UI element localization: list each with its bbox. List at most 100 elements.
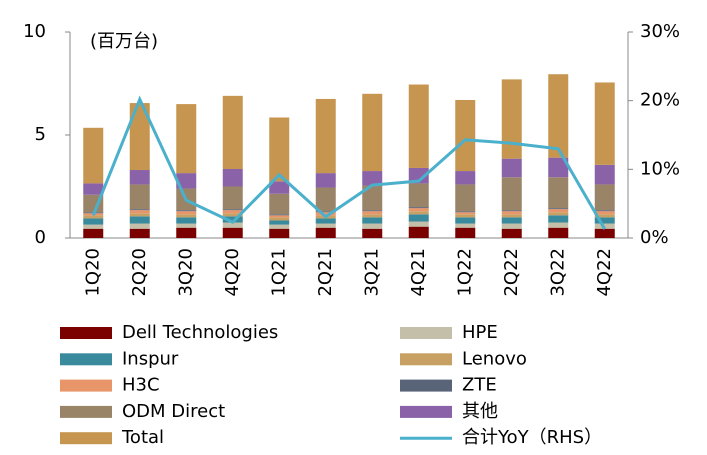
bar-segment: [176, 217, 197, 224]
bar-segment: [548, 222, 569, 228]
bar-segment: [501, 177, 522, 211]
bar-segment: [594, 217, 615, 224]
bar-segment: [362, 171, 383, 186]
y2-tick-label: 10%: [640, 158, 680, 179]
bar-segment: [83, 218, 104, 225]
bar-segment: [362, 214, 383, 218]
bar-segment: [222, 210, 243, 214]
bar-segment: [594, 164, 615, 185]
legend-swatch: [400, 405, 452, 418]
bar-segment: [501, 217, 522, 224]
legend-label: Total: [121, 427, 164, 448]
bar-segment: [548, 208, 569, 210]
bar-segment: [455, 214, 476, 218]
legend-swatch: [60, 353, 112, 366]
x-tick-label: 1Q22: [454, 248, 475, 297]
bar-segment: [315, 227, 336, 238]
bar-segment: [362, 228, 383, 238]
bar-segment: [222, 168, 243, 187]
legend-label: ZTE: [462, 375, 497, 396]
bar-segment: [129, 210, 150, 214]
x-tick-label: 4Q20: [222, 248, 243, 297]
bar-segment: [83, 224, 104, 229]
legend-swatch: [60, 405, 112, 418]
legend-label: Inspur: [122, 348, 179, 369]
bar-segment: [455, 211, 476, 213]
x-tick-label: 3Q22: [547, 248, 568, 297]
bar-segment: [129, 184, 150, 210]
bar-segment: [362, 93, 383, 172]
line-series: [91, 95, 607, 230]
bar-segment: [83, 228, 104, 238]
legend-swatch: [400, 353, 452, 366]
bar-segment: [362, 210, 383, 212]
bar-segment: [594, 210, 615, 212]
y2-tick-label: 20%: [640, 90, 680, 111]
y-tick-label: 0: [35, 227, 46, 248]
bar-segment: [129, 170, 150, 185]
legend-label: 其他: [462, 401, 498, 422]
bar-segment: [408, 214, 429, 222]
bar-segment: [83, 215, 104, 219]
bar-segment: [176, 173, 197, 189]
bar-segment: [315, 218, 336, 224]
x-tick-label: 4Q21: [408, 248, 429, 297]
bar-segment: [362, 223, 383, 229]
legend-label: 合计YoY（RHS）: [462, 427, 602, 448]
bar-segment: [269, 228, 290, 238]
bar-segment: [222, 95, 243, 169]
x-tick-label: 3Q21: [361, 248, 382, 297]
bar-segment: [176, 104, 197, 174]
bar-segment: [594, 184, 615, 211]
unit-label: (百万台): [90, 31, 158, 52]
bar-segment: [408, 84, 429, 168]
legend-swatch: [60, 379, 112, 392]
bar-segment: [315, 187, 336, 212]
bar-segment: [176, 214, 197, 218]
legend-label: ODM Direct: [122, 401, 225, 422]
bar-segment: [408, 211, 429, 215]
x-tick-label: 2Q20: [129, 248, 150, 297]
bar-segment: [129, 209, 150, 211]
bar-segment: [408, 208, 429, 212]
bar-segment: [222, 227, 243, 238]
bar-segment: [176, 211, 197, 215]
bar-segment: [129, 223, 150, 229]
bar-segment: [129, 228, 150, 238]
bar-segment: [176, 227, 197, 238]
y-tick-label: 10: [23, 21, 46, 42]
bar-segment: [315, 173, 336, 188]
bar-segment: [408, 226, 429, 238]
legend-label: Lenovo: [462, 348, 527, 369]
bar-segment: [548, 177, 569, 209]
bar-segment: [362, 217, 383, 224]
bar-segment: [548, 74, 569, 158]
bar-segment: [501, 158, 522, 178]
bar-segment: [269, 215, 290, 218]
bar-segment: [594, 214, 615, 218]
bar-segment: [408, 167, 429, 184]
bar-segment: [594, 228, 615, 238]
y-tick-label: 5: [35, 124, 46, 145]
legend-swatch: [400, 327, 452, 339]
x-tick-label: 2Q22: [501, 248, 522, 297]
legend-label: H3C: [122, 375, 160, 396]
bar-segment: [548, 209, 569, 213]
bar-segment: [501, 214, 522, 218]
bar-segment: [176, 210, 197, 212]
bar-segment: [269, 224, 290, 229]
bar-segment: [455, 212, 476, 215]
legend-label: HPE: [462, 322, 498, 343]
legend-label: Dell Technologies: [122, 322, 278, 343]
x-tick-label: 1Q20: [82, 248, 103, 297]
bar-segment: [269, 214, 290, 216]
bar-segment: [83, 127, 104, 184]
bar-segment: [362, 211, 383, 215]
bar-segment: [222, 222, 243, 228]
bar-segment: [362, 185, 383, 211]
bar-segment: [408, 183, 429, 208]
bar-segment: [269, 217, 290, 221]
y2-tick-label: 0%: [640, 227, 669, 248]
bar-segment: [455, 223, 476, 228]
